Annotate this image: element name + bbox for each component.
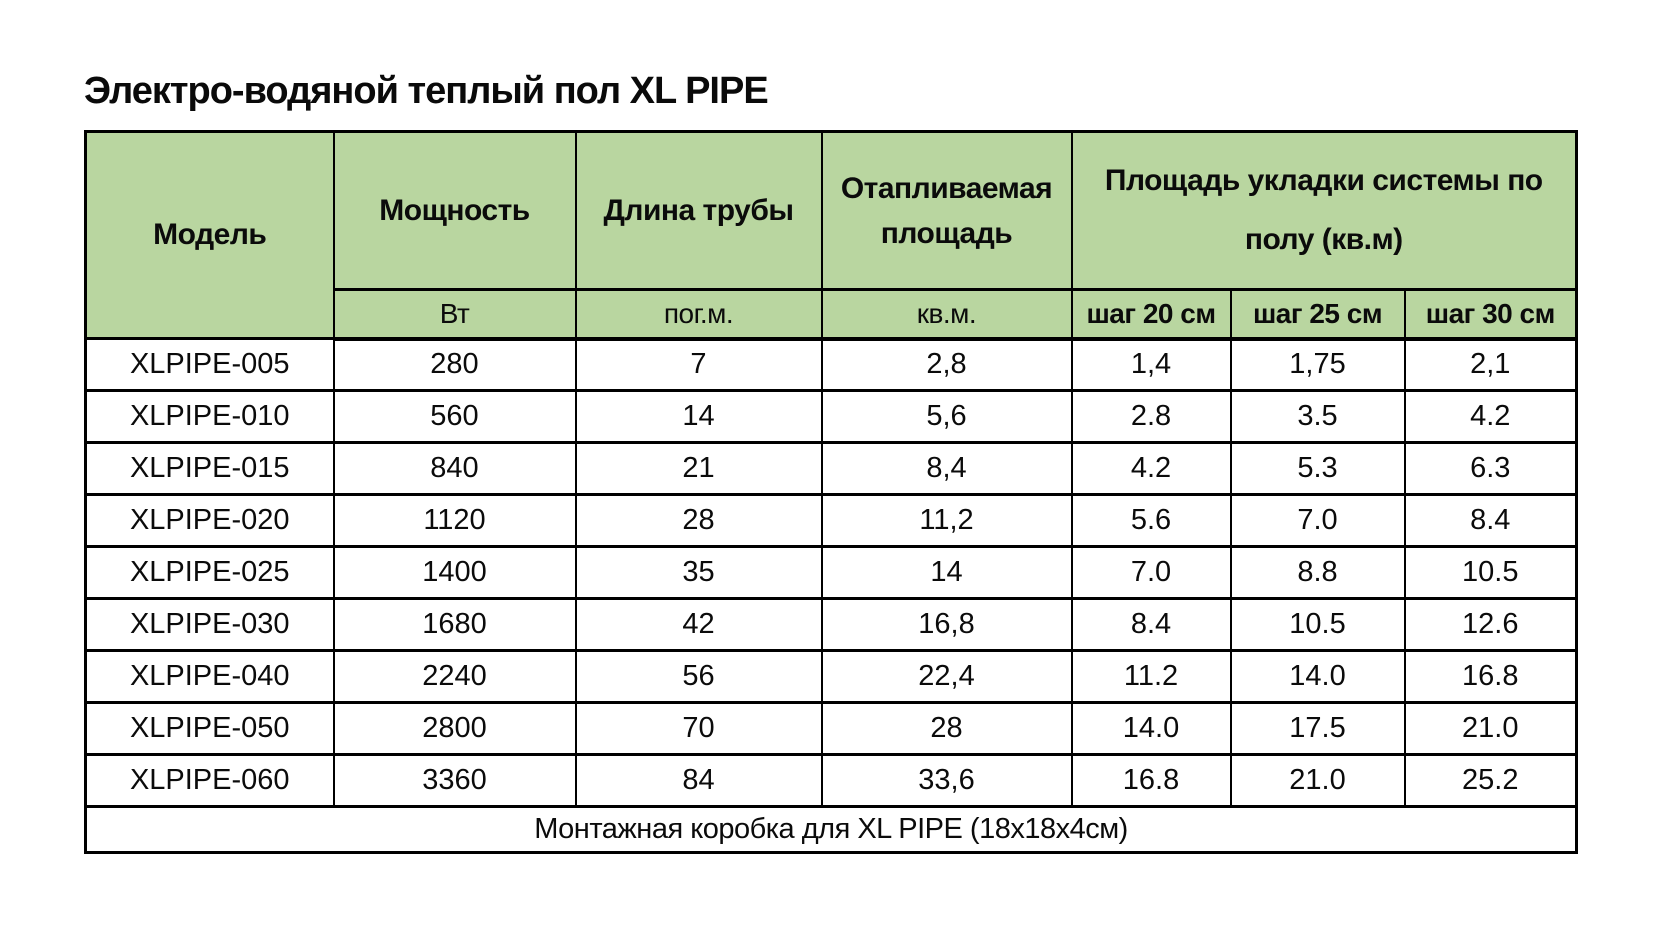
cell-step-20: 5.6 bbox=[1070, 493, 1232, 548]
table-row: XLPIPE-025 1400 35 14 7.0 8.8 10.5 bbox=[84, 545, 1578, 600]
cell-length: 14 bbox=[574, 389, 823, 444]
cell-power: 560 bbox=[332, 389, 577, 444]
cell-area: 2,8 bbox=[820, 337, 1073, 392]
cell-step-30: 10.5 bbox=[1403, 545, 1578, 600]
cell-step-30: 16.8 bbox=[1403, 649, 1578, 704]
cell-step-25: 1,75 bbox=[1229, 337, 1406, 392]
cell-model: XLPIPE-010 bbox=[84, 389, 335, 444]
cell-step-20: 8.4 bbox=[1070, 597, 1232, 652]
unit-power: Вт bbox=[332, 288, 577, 341]
cell-area: 28 bbox=[820, 701, 1073, 756]
header-step-20: шаг 20 см bbox=[1070, 288, 1232, 341]
table-row: XLPIPE-050 2800 70 28 14.0 17.5 21.0 bbox=[84, 701, 1578, 756]
cell-step-25: 14.0 bbox=[1229, 649, 1406, 704]
cell-step-30: 2,1 bbox=[1403, 337, 1578, 392]
cell-step-20: 16.8 bbox=[1070, 753, 1232, 808]
cell-model: XLPIPE-030 bbox=[84, 597, 335, 652]
cell-step-25: 3.5 bbox=[1229, 389, 1406, 444]
header-step-30: шаг 30 см bbox=[1403, 288, 1578, 341]
cell-model: XLPIPE-015 bbox=[84, 441, 335, 496]
spec-table: Модель Мощность Длина трубы Отапливаемая… bbox=[84, 130, 1579, 854]
header-model: Модель bbox=[84, 130, 335, 340]
cell-step-20: 2.8 bbox=[1070, 389, 1232, 444]
cell-step-20: 4.2 bbox=[1070, 441, 1232, 496]
cell-length: 28 bbox=[574, 493, 823, 548]
cell-step-20: 14.0 bbox=[1070, 701, 1232, 756]
cell-model: XLPIPE-020 bbox=[84, 493, 335, 548]
cell-length: 7 bbox=[574, 337, 823, 392]
cell-step-30: 21.0 bbox=[1403, 701, 1578, 756]
table-row: XLPIPE-010 560 14 5,6 2.8 3.5 4.2 bbox=[84, 389, 1578, 444]
cell-step-25: 10.5 bbox=[1229, 597, 1406, 652]
cell-area: 11,2 bbox=[820, 493, 1073, 548]
cell-area: 14 bbox=[820, 545, 1073, 600]
cell-area: 8,4 bbox=[820, 441, 1073, 496]
header-pipe-length: Длина трубы bbox=[574, 130, 823, 291]
table-header: Модель Мощность Длина трубы Отапливаемая… bbox=[84, 130, 1578, 341]
cell-power: 3360 bbox=[332, 753, 577, 808]
header-heated-area: Отапливаемая площадь bbox=[820, 130, 1073, 291]
cell-power: 1400 bbox=[332, 545, 577, 600]
cell-step-25: 5.3 bbox=[1229, 441, 1406, 496]
cell-model: XLPIPE-050 bbox=[84, 701, 335, 756]
cell-area: 22,4 bbox=[820, 649, 1073, 704]
cell-length: 42 bbox=[574, 597, 823, 652]
header-power: Мощность bbox=[332, 130, 577, 291]
unit-heated-area: кв.м. bbox=[820, 288, 1073, 341]
table-footer: Монтажная коробка для XL PIPE (18х18х4см… bbox=[84, 805, 1578, 854]
cell-power: 840 bbox=[332, 441, 577, 496]
cell-step-25: 21.0 bbox=[1229, 753, 1406, 808]
cell-power: 1680 bbox=[332, 597, 577, 652]
cell-length: 70 bbox=[574, 701, 823, 756]
cell-length: 35 bbox=[574, 545, 823, 600]
cell-length: 21 bbox=[574, 441, 823, 496]
cell-model: XLPIPE-060 bbox=[84, 753, 335, 808]
cell-area: 33,6 bbox=[820, 753, 1073, 808]
cell-step-30: 12.6 bbox=[1403, 597, 1578, 652]
cell-step-20: 1,4 bbox=[1070, 337, 1232, 392]
table-row: XLPIPE-040 2240 56 22,4 11.2 14.0 16.8 bbox=[84, 649, 1578, 704]
cell-model: XLPIPE-025 bbox=[84, 545, 335, 600]
table-body: XLPIPE-005 280 7 2,8 1,4 1,75 2,1 XLPIPE… bbox=[84, 337, 1578, 808]
footer-note: Монтажная коробка для XL PIPE (18х18х4см… bbox=[84, 805, 1578, 854]
cell-power: 280 bbox=[332, 337, 577, 392]
page-title: Электро-водяной теплый пол XL PIPE bbox=[84, 70, 769, 112]
table-row: XLPIPE-005 280 7 2,8 1,4 1,75 2,1 bbox=[84, 337, 1578, 392]
cell-length: 56 bbox=[574, 649, 823, 704]
cell-model: XLPIPE-040 bbox=[84, 649, 335, 704]
cell-power: 2240 bbox=[332, 649, 577, 704]
header-layout-area: Площадь укладки системы по полу (кв.м) bbox=[1070, 130, 1578, 291]
cell-length: 84 bbox=[574, 753, 823, 808]
cell-power: 2800 bbox=[332, 701, 577, 756]
cell-step-30: 25.2 bbox=[1403, 753, 1578, 808]
cell-area: 16,8 bbox=[820, 597, 1073, 652]
cell-step-20: 7.0 bbox=[1070, 545, 1232, 600]
table-row: XLPIPE-015 840 21 8,4 4.2 5.3 6.3 bbox=[84, 441, 1578, 496]
table-row: XLPIPE-020 1120 28 11,2 5.6 7.0 8.4 bbox=[84, 493, 1578, 548]
cell-step-25: 8.8 bbox=[1229, 545, 1406, 600]
cell-step-30: 4.2 bbox=[1403, 389, 1578, 444]
cell-step-30: 8.4 bbox=[1403, 493, 1578, 548]
cell-power: 1120 bbox=[332, 493, 577, 548]
cell-step-25: 7.0 bbox=[1229, 493, 1406, 548]
table-row: XLPIPE-060 3360 84 33,6 16.8 21.0 25.2 bbox=[84, 753, 1578, 808]
unit-pipe-length: пог.м. bbox=[574, 288, 823, 341]
cell-step-30: 6.3 bbox=[1403, 441, 1578, 496]
header-step-25: шаг 25 см bbox=[1229, 288, 1406, 341]
cell-step-20: 11.2 bbox=[1070, 649, 1232, 704]
cell-area: 5,6 bbox=[820, 389, 1073, 444]
cell-model: XLPIPE-005 bbox=[84, 337, 335, 392]
cell-step-25: 17.5 bbox=[1229, 701, 1406, 756]
table-row: XLPIPE-030 1680 42 16,8 8.4 10.5 12.6 bbox=[84, 597, 1578, 652]
